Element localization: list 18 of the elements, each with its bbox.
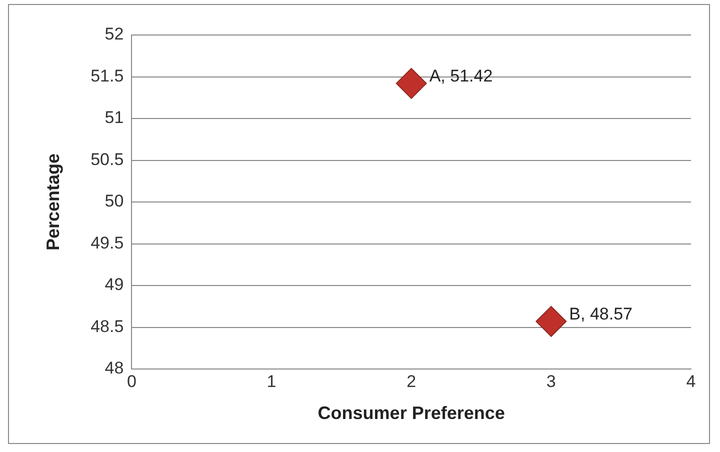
y-tick-label: 48.5 [90,316,124,336]
y-tick-label: 49 [104,275,124,294]
data-label: B, 48.57 [569,304,632,324]
y-tick-label: 49.5 [90,233,124,252]
y-tick-label: 51.5 [90,66,124,86]
y-tick-label: 50.5 [90,150,124,169]
data-label: A, 51.42 [429,66,493,86]
x-axis-title: Consumer Preference [318,403,505,424]
x-tick-label: 4 [686,372,696,391]
x-tick-label: 0 [126,372,136,391]
y-tick-label: 48 [104,358,124,378]
x-tick-label: 3 [546,372,556,391]
y-tick-label: 51 [104,108,124,128]
x-tick-label: 2 [406,372,416,391]
y-axis-title: Percentage [42,153,63,251]
y-tick-label: 52 [104,24,124,44]
y-tick-label: 50 [104,192,124,211]
x-tick-label: 1 [266,372,276,391]
